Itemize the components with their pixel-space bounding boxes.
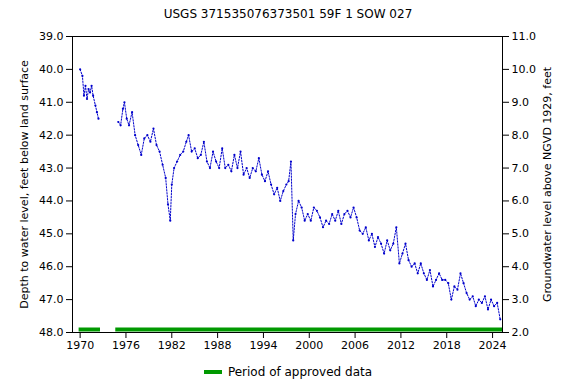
svg-text:39.0: 39.0 xyxy=(39,30,64,43)
svg-text:44.0: 44.0 xyxy=(39,194,64,207)
svg-text:46.0: 46.0 xyxy=(39,260,64,273)
svg-text:5.0: 5.0 xyxy=(512,227,530,240)
svg-text:11.0: 11.0 xyxy=(512,30,537,43)
svg-text:2006: 2006 xyxy=(341,339,369,352)
svg-text:2012: 2012 xyxy=(387,339,415,352)
svg-text:2018: 2018 xyxy=(433,339,461,352)
svg-text:9.0: 9.0 xyxy=(512,96,530,109)
svg-text:2024: 2024 xyxy=(479,339,507,352)
svg-text:4.0: 4.0 xyxy=(512,260,530,273)
svg-text:1988: 1988 xyxy=(204,339,232,352)
svg-text:2.0: 2.0 xyxy=(512,326,530,339)
svg-text:6.0: 6.0 xyxy=(512,194,530,207)
svg-text:43.0: 43.0 xyxy=(39,162,64,175)
svg-text:1976: 1976 xyxy=(112,339,140,352)
svg-text:7.0: 7.0 xyxy=(512,162,530,175)
svg-text:8.0: 8.0 xyxy=(512,129,530,142)
html-text:Period of approved data: Period of approved data xyxy=(227,365,373,379)
svg-text:10.0: 10.0 xyxy=(512,63,537,76)
html-text:USGS 371535076373501 59F 1 SOW: USGS 371535076373501 59F 1 SOW 027 xyxy=(163,7,413,21)
svg-text:42.0: 42.0 xyxy=(39,129,64,142)
svg-text:3.0: 3.0 xyxy=(512,293,530,306)
svg-text:Groundwater level above NGVD 1: Groundwater level above NGVD 1929, feet xyxy=(541,66,554,302)
svg-text:Depth to water level, feet bel: Depth to water level, feet below land su… xyxy=(18,60,31,309)
svg-text:40.0: 40.0 xyxy=(39,63,64,76)
svg-text:1982: 1982 xyxy=(158,339,186,352)
svg-text:1994: 1994 xyxy=(249,339,277,352)
svg-text:2000: 2000 xyxy=(295,339,323,352)
svg-text:45.0: 45.0 xyxy=(39,227,64,240)
svg-text:1970: 1970 xyxy=(66,339,94,352)
svg-text:48.0: 48.0 xyxy=(39,326,64,339)
svg-text:47.0: 47.0 xyxy=(39,293,64,306)
svg-text:41.0: 41.0 xyxy=(39,96,64,109)
